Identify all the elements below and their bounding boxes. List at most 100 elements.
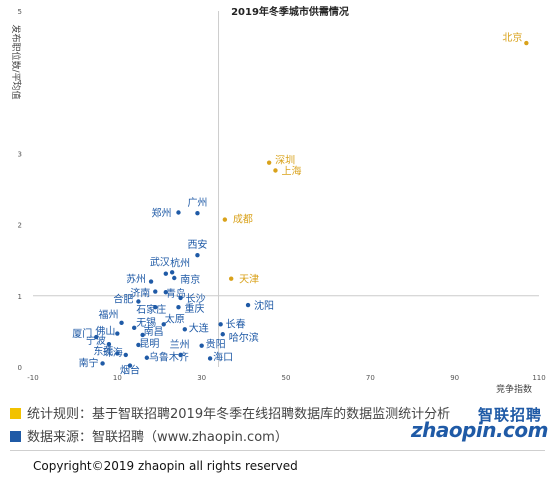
data-point <box>153 304 158 310</box>
point-label: 长沙 <box>186 293 206 305</box>
data-point <box>228 276 234 281</box>
point-label: 南昌 <box>144 325 164 338</box>
point-label: 石家庄 <box>136 303 166 316</box>
data-point <box>106 342 112 347</box>
point-label: 苏州 <box>126 273 146 286</box>
x-tick-label: 30 <box>197 374 206 382</box>
data-point <box>136 299 141 304</box>
point-label: 上海 <box>281 164 301 177</box>
point-label: 北京 <box>502 31 522 44</box>
point-label: 哈尔滨 <box>229 331 259 344</box>
point-label: 兰州 <box>170 338 190 351</box>
data-point <box>163 290 169 295</box>
data-point <box>172 275 177 281</box>
x-tick-label: 110 <box>532 374 545 382</box>
data-point <box>119 320 124 326</box>
x-axis-label: 竞争指数 <box>496 383 532 395</box>
point-label: 昆明 <box>139 338 159 350</box>
data-point <box>94 334 99 340</box>
data-point <box>148 279 154 284</box>
data-point <box>127 363 133 368</box>
point-label: 武汉 <box>150 256 170 269</box>
y-tick-label: 4 <box>18 79 23 87</box>
point-label: 珠海 <box>103 346 123 359</box>
data-point <box>195 253 200 258</box>
y-axis-label: 发布职位数/平均值 <box>10 24 22 99</box>
data-point <box>100 361 105 366</box>
x-tick-label: 70 <box>366 374 375 382</box>
data-point <box>136 342 141 348</box>
y-tick-label: 0 <box>18 364 22 372</box>
data-point <box>195 211 200 216</box>
point-label: 乌鲁木齐 <box>149 351 189 364</box>
data-point <box>220 332 225 337</box>
point-label: 深圳 <box>275 155 295 167</box>
point-label: 福州 <box>99 308 119 321</box>
point-label: 贵阳 <box>206 338 226 351</box>
point-label: 重庆 <box>184 302 204 315</box>
data-point <box>123 352 128 358</box>
x-tick-label: 90 <box>450 374 459 382</box>
copyright-text: Copyright©2019 zhaopin all rights reserv… <box>33 459 298 473</box>
point-label: 济南 <box>130 287 150 300</box>
data-point <box>140 332 145 338</box>
point-label: 沈阳 <box>254 299 274 312</box>
point-label: 成都 <box>233 214 253 226</box>
data-point <box>153 289 158 294</box>
y-tick-label: 2 <box>18 222 22 230</box>
legend-rule-swatch <box>10 408 21 419</box>
data-point <box>273 168 278 173</box>
point-label: 广州 <box>187 197 207 209</box>
zhaopin-logo: 智联招聘 zhaopin.com <box>411 404 549 444</box>
legend-rule: 统计规则：基于智联招聘2019年冬季在线招聘数据库的数据监测统计分析 <box>10 403 450 422</box>
logo-english: zhaopin.com <box>410 418 549 442</box>
point-label: 郑州 <box>151 206 171 219</box>
data-point <box>176 210 181 215</box>
data-point <box>178 295 183 301</box>
point-label: 南京 <box>180 273 200 286</box>
y-tick-label: 5 <box>18 8 22 16</box>
data-point <box>266 160 272 165</box>
x-tick-label: 50 <box>282 374 291 382</box>
point-label: 太原 <box>165 312 185 325</box>
point-label: 青岛 <box>166 287 186 300</box>
data-point <box>182 327 187 332</box>
data-point <box>222 217 228 222</box>
legend-rule-text: 统计规则：基于智联招聘2019年冬季在线招聘数据库的数据监测统计分析 <box>27 407 451 422</box>
data-point <box>524 40 529 46</box>
scatter-chart: 2019年冬季城市供需情况 发布职位数/平均值 竞争指数 -10 10 30 50 70… <box>10 5 546 395</box>
y-tick-label: 1 <box>18 293 22 301</box>
point-label: 无锡 <box>136 316 156 329</box>
data-point <box>115 351 120 356</box>
data-point <box>144 355 150 360</box>
x-tick-label: 10 <box>113 374 122 382</box>
point-label: 烟台 <box>120 364 140 377</box>
data-point <box>161 322 166 327</box>
data-point <box>163 271 169 276</box>
point-label: 海口 <box>213 350 233 363</box>
legend-source-text: 数据来源：智联招聘（www.zhaopin.com） <box>27 430 288 445</box>
legend-source-swatch <box>10 431 21 442</box>
chart-title: 2019年冬季城市供需情况 <box>231 5 349 18</box>
point-label: 厦门 <box>72 327 92 340</box>
point-label: 大连 <box>189 321 209 334</box>
data-point <box>178 352 183 358</box>
point-label: 天津 <box>239 274 259 286</box>
data-point <box>176 304 181 310</box>
logo-chinese: 智联招聘 <box>477 406 542 424</box>
point-label: 杭州 <box>170 256 190 269</box>
x-tick-label: -10 <box>27 374 38 382</box>
data-point <box>115 331 120 336</box>
point-label: 东莞 <box>93 344 113 357</box>
data-point <box>218 322 223 327</box>
point-label: 佛山 <box>95 325 115 338</box>
y-tick-label: 3 <box>18 150 22 158</box>
point-label: 合肥 <box>113 292 133 305</box>
point-label: 西安 <box>187 238 207 251</box>
point-label: 长春 <box>226 318 246 330</box>
data-point <box>245 302 251 308</box>
data-point <box>207 356 213 361</box>
footer-divider <box>10 450 545 451</box>
data-point <box>132 325 137 331</box>
point-label: 南宁 <box>79 356 99 369</box>
